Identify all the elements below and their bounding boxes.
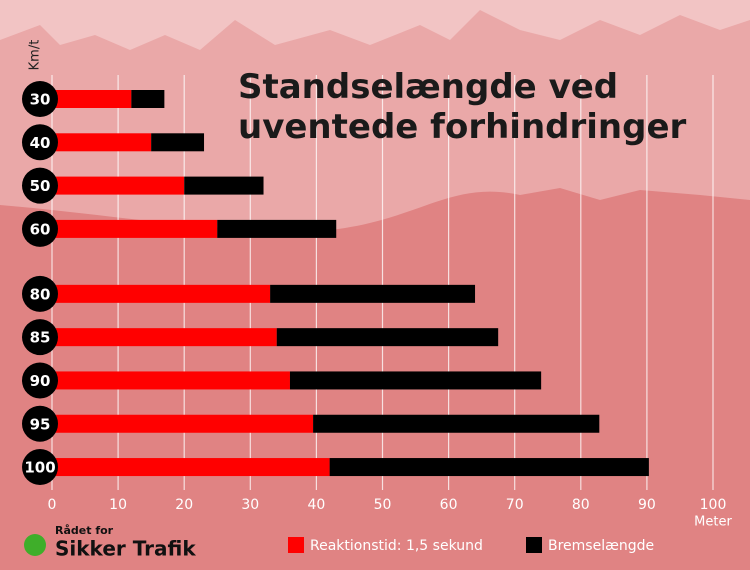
x-tick-label: 50 bbox=[374, 497, 392, 513]
x-tick-label: 60 bbox=[440, 497, 458, 513]
x-tick-label: 0 bbox=[48, 497, 57, 513]
y-tick-label: 95 bbox=[30, 415, 51, 433]
bar-segment bbox=[52, 220, 217, 238]
logo-text: Sikker Trafik bbox=[55, 537, 196, 561]
bar-segment bbox=[151, 133, 204, 151]
y-axis-label: Km/t bbox=[28, 40, 43, 71]
x-tick-label: 100 bbox=[700, 497, 727, 513]
bar-segment bbox=[52, 177, 184, 195]
logo-icon bbox=[24, 534, 46, 556]
y-tick-label: 30 bbox=[30, 91, 51, 109]
bar-segment bbox=[184, 177, 263, 195]
chart: Standselængde veduventede forhindringer … bbox=[0, 0, 750, 570]
x-axis-label: Meter bbox=[694, 515, 732, 530]
bar-segment bbox=[330, 458, 649, 476]
x-tick-label: 80 bbox=[572, 497, 590, 513]
y-tick-label: 50 bbox=[30, 177, 51, 195]
x-tick-label: 10 bbox=[109, 497, 127, 513]
bar-segment bbox=[52, 458, 330, 476]
bar-segment bbox=[52, 285, 270, 303]
y-tick-label: 100 bbox=[24, 459, 55, 477]
x-tick-label: 20 bbox=[175, 497, 193, 513]
legend-label: Reaktionstid: 1,5 sekund bbox=[310, 538, 483, 554]
x-tick-label: 90 bbox=[638, 497, 656, 513]
bar-segment bbox=[290, 371, 541, 389]
bar-segment bbox=[52, 415, 313, 433]
y-tick-label: 85 bbox=[30, 329, 51, 347]
logo-text: Rådet for bbox=[55, 524, 114, 537]
y-tick-label: 60 bbox=[30, 220, 51, 238]
bar-segment bbox=[217, 220, 336, 238]
y-tick-label: 90 bbox=[30, 372, 51, 390]
bar-segment bbox=[277, 328, 498, 346]
bar-segment bbox=[131, 90, 164, 108]
y-tick-label: 80 bbox=[30, 285, 51, 303]
bar-segment bbox=[52, 133, 151, 151]
bar-segment bbox=[270, 285, 475, 303]
x-tick-label: 30 bbox=[241, 497, 259, 513]
bar-segment bbox=[313, 415, 599, 433]
legend-swatch bbox=[526, 537, 542, 553]
bar-segment bbox=[52, 328, 277, 346]
bar-segment bbox=[52, 371, 290, 389]
legend-label: Bremselængde bbox=[548, 538, 654, 554]
y-tick-label: 40 bbox=[30, 134, 51, 152]
legend-swatch bbox=[288, 537, 304, 553]
bar-segment bbox=[52, 90, 131, 108]
x-tick-label: 40 bbox=[307, 497, 325, 513]
x-tick-label: 70 bbox=[506, 497, 524, 513]
